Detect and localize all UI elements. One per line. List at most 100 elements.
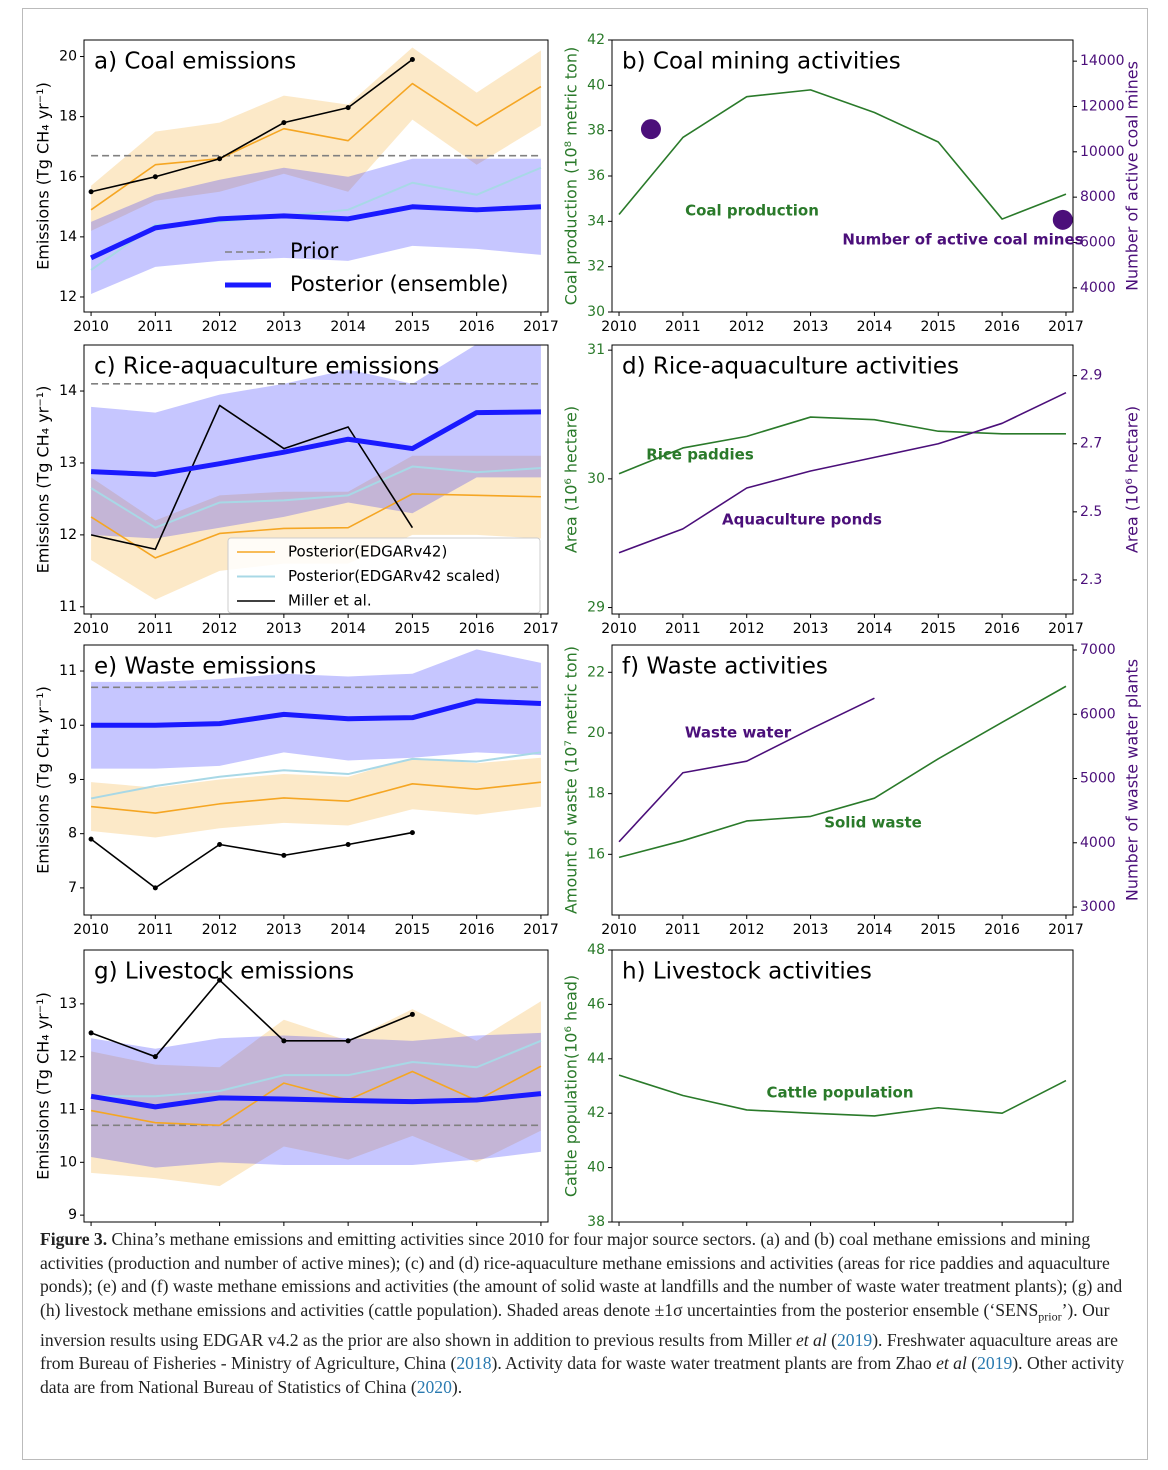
y2-tick-label: 12000 (1080, 98, 1125, 114)
y-tick-label: 40 (587, 77, 605, 93)
y-tick-label: 42 (587, 1105, 605, 1121)
legend-label: Posterior (ensemble) (290, 272, 509, 296)
x-tick-label: 2014 (857, 621, 893, 637)
caption: Figure 3. China’s methane emissions and … (40, 1228, 1132, 1400)
plot-area (88, 977, 542, 1187)
y-axis-label: Emissions (Tg CH₄ yr⁻¹) (34, 686, 53, 874)
caption-text: ). Other activity data are from National… (40, 1353, 1125, 1398)
panel-title: e) Waste emissions (94, 654, 316, 680)
y-tick-label: 8 (68, 826, 77, 842)
x-tick-label: 2013 (266, 319, 302, 335)
x-tick-label: 2010 (73, 1229, 109, 1230)
y-tick-label: 10 (59, 717, 77, 733)
x-tick-label: 2011 (665, 621, 701, 637)
x-tick-label: 2016 (984, 1229, 1020, 1230)
x-tick-label: 2016 (459, 621, 495, 637)
x-tick-label: 2016 (459, 1229, 495, 1230)
x-tick-label: 2012 (202, 319, 238, 335)
y-tick-label: 30 (587, 471, 605, 487)
x-tick-label: 2015 (395, 319, 431, 335)
caption-link[interactable]: 2020 (416, 1377, 452, 1398)
x-tick-label: 2013 (793, 1229, 829, 1230)
x-tick-label: 2017 (523, 319, 559, 335)
y-tick-label: 31 (587, 342, 605, 358)
line (90, 1065, 542, 1127)
caption-label: Figure 3. (40, 1229, 108, 1249)
y-tick-label: 11 (59, 663, 77, 679)
legend: Posterior(EDGARv42) Posterior(EDGARv42 sc… (227, 537, 541, 614)
y-tick-label: 9 (68, 771, 77, 787)
x-tick-label: 2010 (601, 1229, 637, 1230)
y-tick-label: 22 (587, 664, 605, 680)
x-tick-label: 2017 (1048, 1229, 1084, 1230)
uncertainty-band (91, 158, 541, 294)
point (152, 1054, 158, 1060)
line (91, 1039, 542, 1098)
point (88, 189, 94, 195)
legend-frame (227, 537, 541, 614)
plot-area (90, 345, 541, 600)
caption-link[interactable]: 2019 (837, 1329, 873, 1350)
x-tick-label: 2013 (793, 621, 829, 637)
plot-area (88, 649, 542, 891)
x-tick-label: 2011 (665, 319, 701, 335)
caption-text: China’s methane emissions and emitting a… (40, 1229, 1123, 1320)
x-tick-label: 2017 (523, 922, 559, 938)
caption-italic: et al (936, 1353, 967, 1374)
y2-tick-label: 5000 (1080, 771, 1116, 787)
uncertainty-band (91, 1001, 541, 1187)
point (281, 120, 287, 126)
y2-tick-label: 2.9 (1080, 368, 1102, 384)
x-tick-label: 2015 (920, 922, 956, 938)
series-label: Coal production (685, 202, 819, 220)
line (90, 409, 541, 477)
x-tick-label: 2011 (665, 1229, 701, 1230)
line (90, 404, 414, 551)
line (618, 1074, 1067, 1117)
y2-tick-label: 2.7 (1080, 436, 1102, 452)
axes-frame (83, 644, 549, 916)
axes-frame (611, 949, 1074, 1223)
line (618, 89, 1067, 220)
x-tick-label: 2017 (1048, 922, 1084, 938)
line (90, 58, 413, 193)
point (345, 842, 351, 848)
x-tick-label: 2012 (729, 922, 765, 938)
plot-area (618, 685, 1067, 859)
panel: 2010 2011 2012 2013 2014 2015 2016 2017 7 8 9 10 11 E… (34, 644, 559, 938)
y2-tick-label: 6000 (1080, 706, 1116, 722)
y2-axis-label: Number of active coal mines (1123, 61, 1142, 291)
series-label: Solid waste (824, 814, 922, 832)
series-label: Number of active coal mines (842, 231, 1083, 249)
y2-axis-label: Area (10⁶ hectare) (1123, 406, 1142, 553)
y2-tick-label: 3000 (1080, 899, 1116, 915)
legend-label: Posterior(EDGARv42) (288, 543, 447, 561)
y-axis-label: Area (10⁶ hectare) (562, 406, 581, 553)
panel: 2010 2011 2012 2013 2014 2015 2016 2017 30 32 34 36… (562, 32, 1142, 335)
y2-tick-label: 10000 (1080, 144, 1125, 160)
y-tick-label: 13 (59, 996, 77, 1012)
series-label: Waste water (685, 724, 792, 742)
x-tick-label: 2016 (459, 319, 495, 335)
y-tick-label: 46 (587, 996, 605, 1012)
caption-italic: et al (795, 1329, 827, 1350)
legend: Prior Posterior (ensemble) (225, 239, 509, 296)
panel: 2010 2011 2012 2013 2014 2015 2016 2017 11 12 13 14… (34, 344, 559, 637)
x-tick-label: 2011 (138, 621, 174, 637)
x-tick-label: 2010 (601, 319, 637, 335)
marker (640, 119, 661, 140)
x-tick-label: 2014 (857, 319, 893, 335)
x-tick-label: 2013 (266, 1229, 302, 1230)
y2-tick-label: 4000 (1080, 835, 1116, 851)
point (409, 830, 415, 836)
caption-link[interactable]: 2018 (456, 1353, 492, 1374)
line (90, 493, 541, 559)
x-tick-label: 2015 (920, 319, 956, 335)
x-tick-label: 2014 (857, 922, 893, 938)
panel: 2010 2011 2012 2013 2014 2015 2016 2017 16 18 20 22… (562, 642, 1142, 938)
x-tick-label: 2017 (523, 621, 559, 637)
caption-link[interactable]: 2019 (977, 1353, 1013, 1374)
axes-frame (83, 949, 549, 1223)
x-tick-label: 2014 (330, 922, 366, 938)
y2-tick-label: 6000 (1080, 234, 1116, 250)
